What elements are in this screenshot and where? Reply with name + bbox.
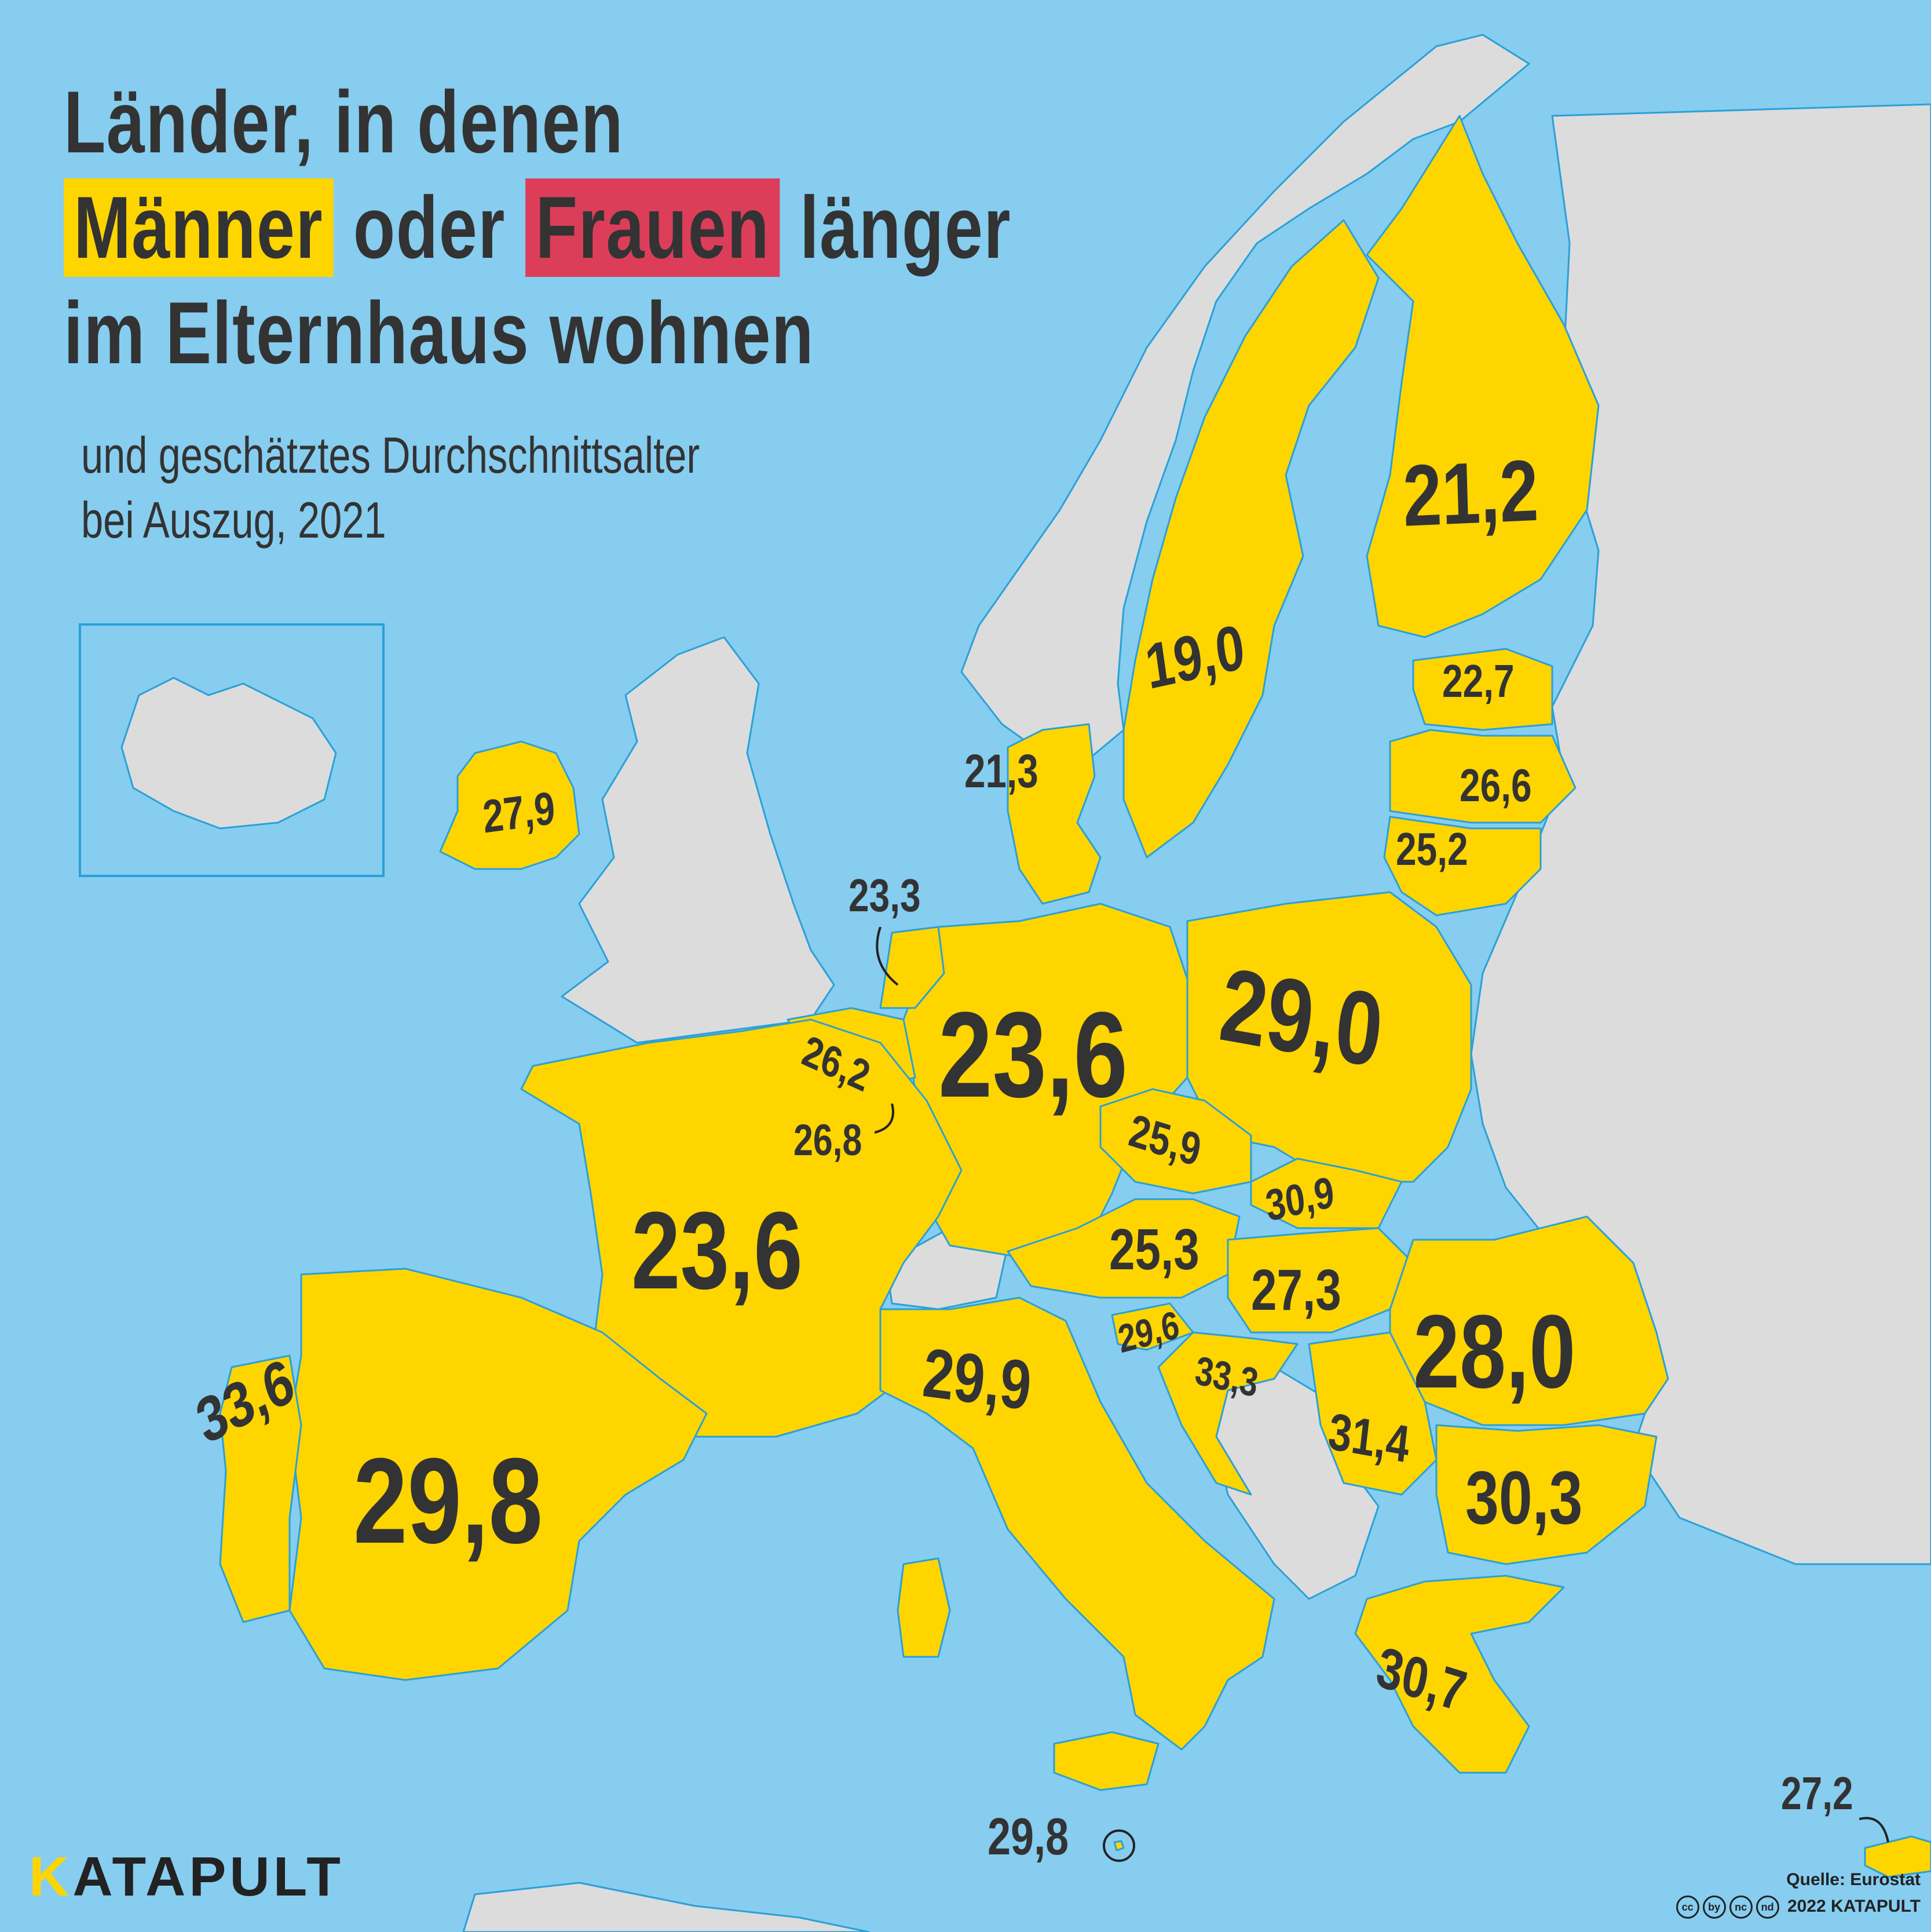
africa-shape	[462, 1882, 870, 1932]
label-bulgaria: 30,3	[1465, 1455, 1583, 1540]
bulgaria-shape	[1435, 1424, 1658, 1565]
men-highlight: Männer	[64, 178, 334, 277]
label-hungary: 27,3	[1251, 1258, 1341, 1323]
spain-shape	[288, 1268, 708, 1681]
label-netherlands: 23,3	[849, 870, 921, 921]
croatia-shape	[1157, 1331, 1299, 1496]
ireland-shape	[439, 740, 580, 870]
title-end: länger	[780, 178, 1012, 277]
label-spain: 29,8	[353, 1433, 543, 1569]
cyprus-shape	[1864, 1835, 1931, 1878]
logo-mark: K	[29, 1846, 73, 1908]
denmark-shape	[1007, 723, 1102, 905]
label-germany: 23,6	[938, 987, 1128, 1123]
title-connector: oder	[333, 178, 526, 277]
source-block: Quelle: Eurostat cc by nc nd 2022 KATAPULT	[1676, 1867, 1921, 1920]
label-estonia: 22,7	[1442, 655, 1515, 707]
label-finland: 21,2	[1402, 441, 1540, 545]
title-line-2: Männer oder Frauen länger	[64, 175, 1011, 280]
cyprus-leader-line	[1859, 1817, 1889, 1843]
uk-shape	[561, 636, 835, 1044]
label-romania: 28,0	[1413, 1294, 1576, 1410]
label-luxembourg: 26,8	[793, 1116, 862, 1165]
copyright-line: cc by nc nd 2022 KATAPULT	[1676, 1893, 1921, 1920]
map-title: Länder, in denen Männer oder Frauen läng…	[64, 70, 1222, 386]
iceland-inset-frame	[79, 623, 385, 877]
estonia-shape	[1412, 648, 1553, 731]
label-cyprus: 27,2	[1781, 1767, 1853, 1819]
subtitle-line-1: und geschätztes Durchschnittsalter	[81, 426, 700, 484]
copyright-text: 2022 KATAPULT	[1787, 1897, 1921, 1916]
france-shape	[520, 1018, 963, 1438]
label-austria: 25,3	[1109, 1217, 1199, 1282]
subtitle-line-2: bei Auszug, 2021	[81, 491, 386, 549]
greece-shape	[1354, 1575, 1565, 1774]
netherlands-shape	[879, 926, 945, 1009]
sicily-shape	[1053, 1731, 1160, 1791]
portugal-shape	[219, 1354, 302, 1623]
sardinia-shape	[897, 1557, 951, 1658]
label-ireland: 27,9	[481, 781, 557, 843]
slovakia-shape	[1250, 1157, 1403, 1229]
label-france: 23,6	[631, 1189, 803, 1312]
women-highlight: Frauen	[525, 178, 780, 277]
by-icon: by	[1702, 1896, 1726, 1919]
latvia-shape	[1389, 729, 1577, 824]
label-italy: 29,9	[920, 1333, 1034, 1425]
luxembourg-leader-line	[875, 1104, 894, 1134]
source-label: Quelle: Eurostat	[1786, 1870, 1921, 1889]
malta-shape	[1113, 1840, 1125, 1851]
sweden-shape	[1122, 219, 1380, 859]
label-malta: 29,8	[988, 1808, 1069, 1866]
title-line-1: Länder, in denen	[64, 73, 624, 171]
highlighted-countries	[219, 115, 1931, 1878]
label-lithuania: 25,2	[1396, 823, 1468, 875]
title-line-3: im Elternhaus wohnen	[64, 284, 814, 382]
slovenia-shape	[1111, 1302, 1194, 1351]
malta-marker-circle	[1103, 1829, 1135, 1862]
serbia-region-shape	[1308, 1331, 1438, 1496]
label-latvia: 26,6	[1460, 759, 1532, 811]
logo-text: ATAPULT	[72, 1846, 344, 1908]
lithuania-shape	[1383, 816, 1542, 916]
norway-shape	[960, 34, 1530, 760]
nc-icon: nc	[1729, 1896, 1753, 1919]
map-subtitle: und geschätztes Durchschnittsalter bei A…	[81, 423, 875, 553]
iceland-shape	[120, 677, 337, 830]
katapult-logo: KATAPULT	[29, 1845, 344, 1909]
nd-icon: nd	[1756, 1896, 1779, 1919]
label-denmark: 21,3	[964, 745, 1038, 798]
cc-icon: cc	[1676, 1896, 1699, 1919]
italy-shape	[879, 1296, 1275, 1751]
netherlands-leader-line	[876, 927, 899, 986]
finland-shape	[1366, 115, 1600, 638]
